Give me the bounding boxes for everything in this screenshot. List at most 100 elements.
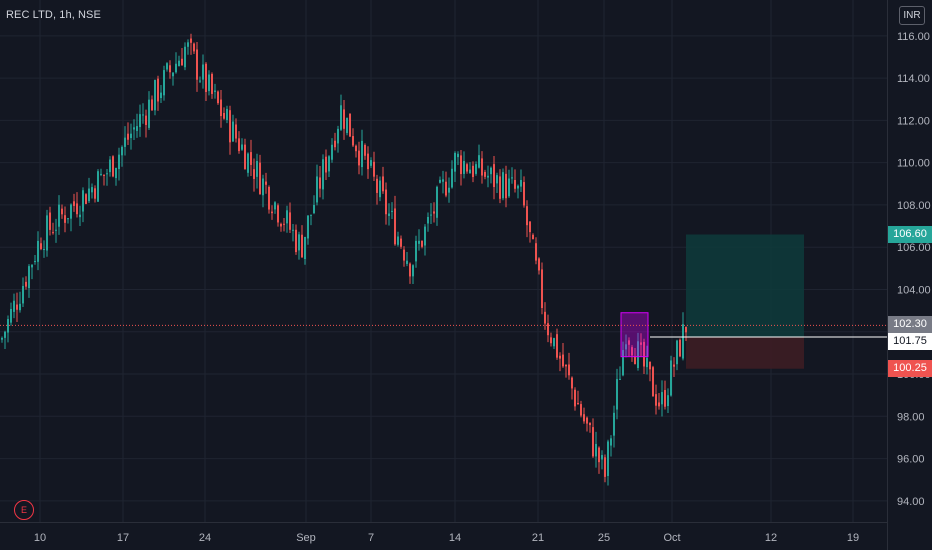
- candle-body: [406, 260, 408, 264]
- candle-body: [163, 70, 165, 96]
- candle-body: [343, 109, 345, 129]
- candle-body: [265, 181, 267, 185]
- candle-body: [433, 211, 435, 214]
- candle-body: [655, 394, 657, 406]
- symbol-title: REC LTD, 1h, NSE: [6, 9, 101, 21]
- candle-body: [514, 180, 516, 189]
- candle-body: [124, 137, 126, 147]
- candle-body: [31, 264, 33, 268]
- candle-body: [253, 169, 255, 179]
- candle-body: [61, 208, 63, 215]
- candle-body: [241, 144, 243, 150]
- candle-body: [526, 206, 528, 226]
- candle-body: [310, 214, 312, 216]
- candle-body: [139, 114, 141, 128]
- candle-body: [109, 159, 111, 173]
- position-zones: [686, 234, 804, 369]
- candle-body: [46, 215, 48, 251]
- time-tick-label: 12: [765, 532, 777, 544]
- candle-body: [550, 337, 552, 344]
- price-tick-label: 104.00: [897, 284, 931, 296]
- candle-body: [82, 190, 84, 212]
- candle-body: [289, 212, 291, 230]
- candle-body: [244, 144, 246, 170]
- candle-body: [262, 178, 264, 196]
- candle-body: [679, 339, 681, 357]
- candle-body: [283, 223, 285, 225]
- candle-body: [106, 173, 108, 175]
- candle-body: [232, 121, 234, 142]
- candle-body: [559, 355, 561, 359]
- candle-body: [322, 159, 324, 190]
- candle-body: [424, 226, 426, 246]
- candle-body: [325, 156, 327, 173]
- candle-body: [40, 243, 42, 249]
- candle-body: [148, 99, 150, 128]
- price-tick-label: 94.00: [897, 496, 925, 508]
- candle-body: [637, 341, 639, 368]
- candle-body: [487, 175, 489, 178]
- price-tick-label: 110.00: [897, 158, 930, 170]
- candle-body: [28, 266, 30, 289]
- stop-zone[interactable]: [686, 337, 804, 369]
- candle-body: [286, 210, 288, 224]
- candle-body: [556, 334, 558, 358]
- time-tick-label: 21: [532, 532, 544, 544]
- candle-body: [259, 162, 261, 195]
- candle-body: [358, 150, 360, 166]
- candle-body: [544, 311, 546, 324]
- candle-body: [520, 179, 522, 187]
- earnings-marker-icon[interactable]: E: [14, 500, 34, 520]
- currency-button[interactable]: INR: [899, 6, 925, 25]
- stop-price-label: 100.25: [888, 360, 932, 378]
- candle-body: [235, 124, 237, 139]
- candle-body: [190, 38, 192, 43]
- candle-body: [604, 457, 606, 477]
- candle-body: [352, 136, 354, 146]
- candle-body: [622, 350, 624, 376]
- candle-body: [169, 65, 171, 73]
- candle-body: [508, 178, 510, 197]
- candle-body: [157, 78, 159, 102]
- candle-body: [535, 243, 537, 261]
- candle-body: [178, 60, 180, 67]
- candle-body: [484, 171, 486, 177]
- candle-body: [502, 172, 504, 199]
- candle-body: [583, 414, 585, 422]
- candle-body: [79, 214, 81, 218]
- candle-body: [202, 64, 204, 80]
- price-tick-label: 98.00: [897, 411, 925, 423]
- candle-body: [223, 112, 225, 119]
- time-axis[interactable]: 10 17 24 Sep 7 14 21 25 Oct 12 19: [0, 522, 887, 545]
- candle-body: [379, 180, 381, 198]
- candle-body: [538, 258, 540, 271]
- candle-body: [592, 427, 594, 457]
- candle-body: [499, 176, 501, 199]
- candle-body: [220, 99, 222, 117]
- candle-body: [70, 204, 72, 219]
- candle-body: [88, 188, 90, 202]
- candle-body: [565, 364, 567, 367]
- candle-body: [589, 422, 591, 426]
- candle-body: [334, 140, 336, 148]
- candle-body: [103, 174, 105, 176]
- candle-body: [388, 213, 390, 216]
- candle-body: [142, 114, 144, 116]
- candle-body: [145, 115, 147, 125]
- candle-body: [193, 43, 195, 52]
- target-zone[interactable]: [686, 234, 804, 338]
- candle-body: [385, 189, 387, 215]
- candle-body: [547, 323, 549, 336]
- candle-body: [175, 63, 177, 73]
- target-price-label: 106.60: [888, 226, 932, 244]
- candle-body: [271, 211, 273, 214]
- overlays: [0, 312, 887, 358]
- pattern-box[interactable]: [620, 312, 649, 358]
- candle-body: [91, 187, 93, 193]
- candle-body: [154, 79, 156, 111]
- candle-body: [268, 186, 270, 210]
- price-tick-label: 116.00: [897, 31, 930, 43]
- candle-body: [214, 90, 216, 92]
- candle-body: [397, 236, 399, 245]
